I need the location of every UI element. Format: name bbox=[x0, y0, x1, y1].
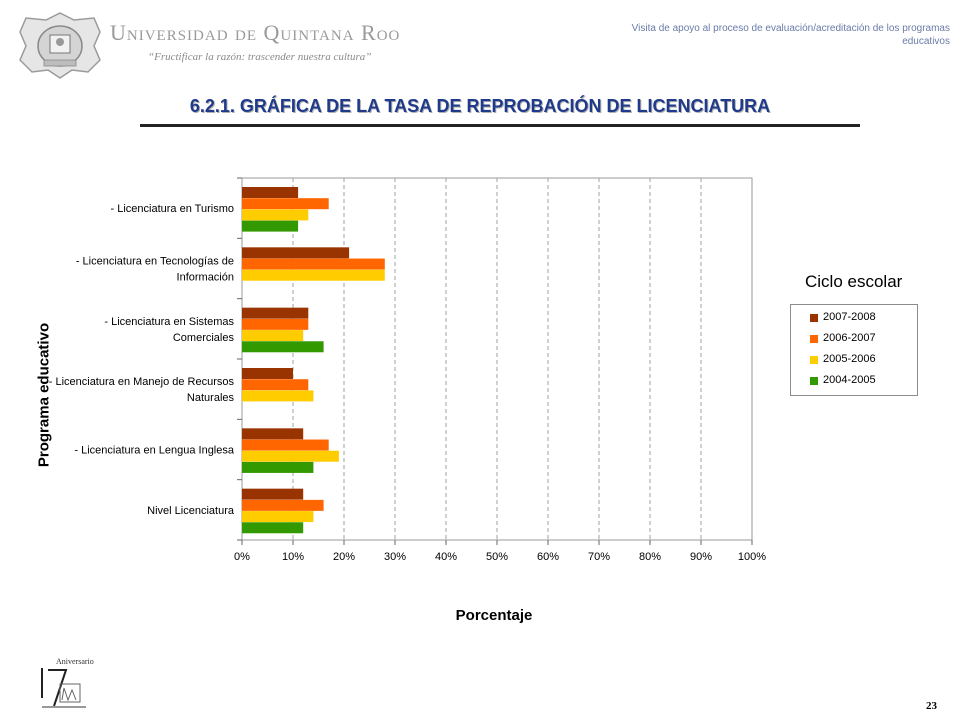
bar-2007-2008 bbox=[242, 368, 293, 379]
bar-2004-2005 bbox=[242, 341, 324, 353]
category-label: - Licenciatura en Sistemas Comerciales bbox=[104, 316, 234, 344]
anniversary-17-logo: Aniversario bbox=[41, 657, 94, 708]
category-label: - Licenciatura en Manejo de Recursos Natu… bbox=[49, 376, 235, 404]
x-tick-label: 20% bbox=[333, 551, 355, 563]
legend-title: Ciclo escolar bbox=[805, 272, 903, 291]
x-tick-label: 60% bbox=[537, 551, 559, 563]
category-label: Nivel Licenciatura bbox=[147, 505, 235, 517]
anniversary-label: Aniversario bbox=[56, 657, 94, 666]
bar-2007-2008 bbox=[242, 247, 350, 259]
x-tick-label: 0% bbox=[234, 551, 250, 563]
bar-2005-2006 bbox=[242, 269, 385, 281]
legend-item-2006-2007: 2006-2007 bbox=[810, 332, 876, 344]
legend-item-2004-2005: 2004-2005 bbox=[810, 374, 876, 386]
bar-2006-2007 bbox=[242, 318, 309, 330]
x-tick-label: 30% bbox=[384, 551, 406, 563]
title-underline bbox=[140, 124, 860, 127]
bar-2006-2007 bbox=[242, 499, 324, 511]
bar-2007-2008 bbox=[242, 307, 309, 319]
bar-2007-2008 bbox=[242, 428, 304, 440]
x-tick-label: 40% bbox=[435, 551, 457, 563]
bar-2005-2006 bbox=[242, 209, 309, 221]
legend-swatch bbox=[810, 314, 818, 322]
bar-2005-2006 bbox=[242, 390, 314, 402]
bar-2005-2006 bbox=[242, 330, 304, 342]
university-name: Universidad de Quintana Roo bbox=[110, 20, 401, 45]
legend-label: 2005-2006 bbox=[823, 353, 876, 365]
legend-label: 2004-2005 bbox=[823, 374, 876, 386]
y-axis-label: Programa educativo bbox=[35, 322, 53, 468]
legend-swatch bbox=[810, 356, 818, 364]
legend-swatch bbox=[810, 335, 818, 343]
x-tick-label: 100% bbox=[738, 551, 766, 563]
legend-item-2007-2008: 2007-2008 bbox=[810, 311, 876, 323]
bar-2006-2007 bbox=[242, 198, 329, 210]
x-tick-label: 70% bbox=[588, 551, 610, 563]
bar-2004-2005 bbox=[242, 220, 299, 232]
plot-area bbox=[241, 177, 753, 541]
legend-swatch bbox=[810, 377, 818, 385]
bar-2006-2007 bbox=[242, 258, 385, 270]
bar-2006-2007 bbox=[242, 439, 329, 451]
legend-label: 2007-2008 bbox=[823, 311, 876, 323]
page-title: 6.2.1. GRÁFICA DE LA TASA DE REPROBACIÓN… bbox=[189, 96, 771, 116]
university-motto: “Fructificar la razón: trascender nuestr… bbox=[148, 51, 372, 63]
bar-2007-2008 bbox=[242, 488, 304, 500]
legend-label: 2006-2007 bbox=[823, 332, 876, 344]
legend-item-2005-2006: 2005-2006 bbox=[810, 353, 876, 365]
x-axis-label: Porcentaje bbox=[455, 607, 533, 624]
category-label: - Licenciatura en Lengua Inglesa bbox=[74, 445, 234, 457]
bar-2004-2005 bbox=[242, 461, 314, 473]
bar-2005-2006 bbox=[242, 450, 339, 462]
category-label: - Licenciatura en Turismo bbox=[111, 203, 235, 215]
x-tick-label: 80% bbox=[639, 551, 661, 563]
header-note: Visita de apoyo al proceso de evaluación… bbox=[631, 23, 950, 47]
bar-2005-2006 bbox=[242, 511, 314, 523]
x-tick-label: 10% bbox=[282, 551, 304, 563]
x-tick-label: 90% bbox=[690, 551, 712, 563]
chart-legend: 2007-2008 2006-2007 2005-2006 2004-2005 bbox=[790, 304, 918, 396]
category-label: - Licenciatura en Tecnologías de Informac… bbox=[76, 256, 234, 284]
bar-2007-2008 bbox=[242, 187, 299, 198]
x-tick-label: 50% bbox=[486, 551, 508, 563]
bar-2006-2007 bbox=[242, 379, 309, 391]
page-number: 23 bbox=[926, 700, 937, 712]
university-seal-logo bbox=[19, 12, 101, 79]
bar-2004-2005 bbox=[242, 522, 304, 534]
